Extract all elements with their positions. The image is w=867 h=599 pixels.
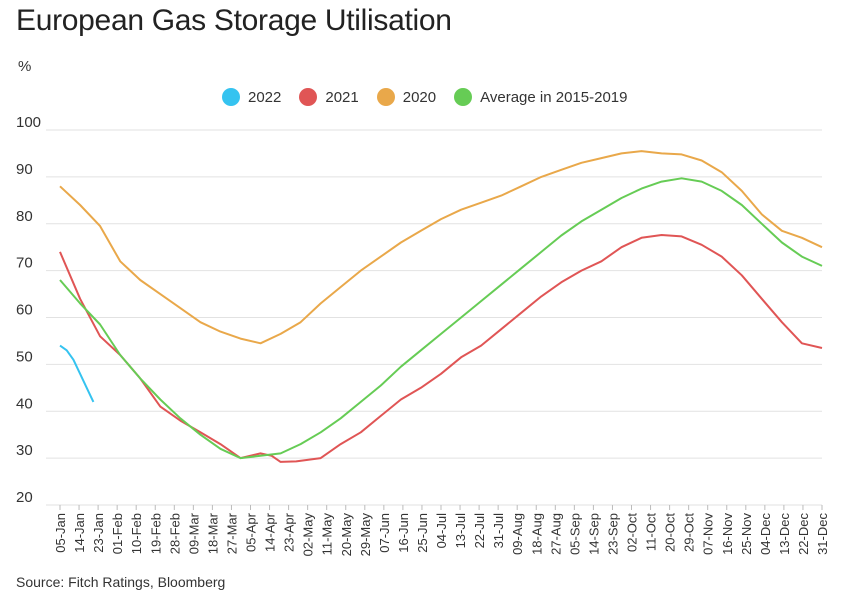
y-tick-label: 70 bbox=[16, 255, 33, 272]
x-tick-label: 25-Jun bbox=[415, 513, 430, 553]
legend-item-2022[interactable]: 2022 bbox=[222, 88, 281, 106]
y-axis-unit: % bbox=[18, 58, 32, 75]
y-tick-label: 30 bbox=[16, 442, 33, 459]
x-tick-label: 04-Jul bbox=[434, 513, 449, 549]
x-tick-label: 05-Apr bbox=[244, 512, 259, 552]
x-tick-label: 04-Dec bbox=[758, 513, 773, 555]
x-tick-label: 20-May bbox=[339, 513, 354, 557]
legend-label-average: Average in 2015-2019 bbox=[480, 88, 628, 106]
x-tick-label: 10-Feb bbox=[129, 513, 144, 554]
series-line-2021[interactable] bbox=[59, 234, 823, 463]
series-lines bbox=[59, 150, 823, 463]
x-tick-label: 27-Mar bbox=[224, 512, 239, 554]
legend-dot-average bbox=[454, 88, 473, 106]
x-tick-label: 11-Oct bbox=[644, 513, 659, 551]
x-tick-label: 22-Jul bbox=[472, 513, 487, 549]
x-tick-label: 13-Jul bbox=[453, 513, 468, 549]
x-tick-label: 20-Oct bbox=[663, 513, 678, 552]
legend-item-2021[interactable]: 2021 bbox=[299, 88, 359, 106]
x-tick-label: 05-Jan bbox=[53, 513, 68, 553]
x-tick-label: 25-Nov bbox=[739, 513, 754, 555]
line-chart: 100 90 80 70 60 50 40 30 20 05-Jan 14-Jan 23-Jan 01… bbox=[16, 114, 830, 556]
x-tick-label: 14-Apr bbox=[263, 512, 278, 552]
y-tick-label: 80 bbox=[16, 208, 33, 225]
x-tick-label: 23-Sep bbox=[605, 513, 620, 555]
source-note: Source: Fitch Ratings, Bloomberg bbox=[16, 574, 226, 590]
y-tick-label: 50 bbox=[16, 348, 33, 365]
x-tick-label: 01-Feb bbox=[110, 513, 125, 554]
x-tick-label: 19-Feb bbox=[148, 513, 163, 554]
x-tick-label: 18-Mar bbox=[205, 512, 220, 554]
y-tick-label: 60 bbox=[16, 302, 33, 319]
x-axis-ticks: 05-Jan 14-Jan 23-Jan 01-Feb 10-Feb 19-Feb 28-F… bbox=[53, 505, 830, 556]
x-tick-label: 07-Jun bbox=[377, 513, 392, 553]
y-tick-label: 90 bbox=[16, 161, 33, 178]
x-tick-label: 31-Jul bbox=[491, 513, 506, 549]
legend-label-2021: 2021 bbox=[325, 88, 359, 106]
x-tick-label: 11-May bbox=[320, 513, 335, 556]
y-tick-label: 20 bbox=[16, 489, 33, 506]
x-tick-label: 29-Oct bbox=[682, 513, 697, 552]
x-tick-label: 22-Dec bbox=[796, 513, 811, 555]
legend: 2022 2021 2020 Average in 2015-2019 bbox=[222, 88, 627, 106]
x-tick-label: 13-Dec bbox=[777, 513, 792, 555]
series-line-2022[interactable] bbox=[59, 344, 95, 403]
x-tick-label: 23-Jan bbox=[91, 513, 106, 553]
x-tick-label: 18-Aug bbox=[529, 513, 544, 555]
legend-label-2020: 2020 bbox=[402, 88, 437, 106]
y-axis-ticks: 100 90 80 70 60 50 40 30 20 bbox=[16, 114, 41, 506]
x-tick-label: 16-Nov bbox=[720, 513, 735, 555]
chart-title: European Gas Storage Utilisation bbox=[16, 4, 452, 37]
gridlines bbox=[46, 129, 822, 506]
x-tick-label: 23-Apr bbox=[282, 512, 297, 552]
x-tick-label: 09-Aug bbox=[510, 513, 525, 555]
x-tick-label: 14-Sep bbox=[586, 513, 601, 555]
x-tick-label: 29-May bbox=[358, 513, 373, 557]
legend-item-average[interactable]: Average in 2015-2019 bbox=[454, 88, 627, 106]
x-tick-label: 07-Nov bbox=[701, 513, 716, 555]
x-tick-label: 28-Feb bbox=[167, 513, 182, 554]
x-tick-label: 05-Sep bbox=[567, 513, 582, 555]
x-tick-label: 02-May bbox=[301, 513, 316, 557]
legend-label-2022: 2022 bbox=[248, 88, 282, 106]
x-tick-label: 27-Aug bbox=[548, 513, 563, 555]
legend-dot-2021 bbox=[299, 88, 318, 106]
legend-dot-2020 bbox=[376, 88, 395, 106]
x-tick-label: 31-Dec bbox=[815, 513, 830, 555]
legend-dot-2022 bbox=[222, 88, 240, 106]
series-line-average-in-2015-2019[interactable] bbox=[59, 177, 823, 460]
y-tick-label: 40 bbox=[16, 395, 33, 412]
series-line-2020[interactable] bbox=[59, 150, 823, 345]
x-tick-label: 09-Mar bbox=[186, 512, 201, 554]
x-tick-label: 14-Jan bbox=[72, 513, 87, 553]
x-tick-label: 16-Jun bbox=[396, 513, 411, 553]
y-tick-label: 100 bbox=[16, 114, 41, 131]
x-tick-label: 02-Oct bbox=[625, 513, 640, 552]
legend-item-2020[interactable]: 2020 bbox=[376, 88, 437, 106]
